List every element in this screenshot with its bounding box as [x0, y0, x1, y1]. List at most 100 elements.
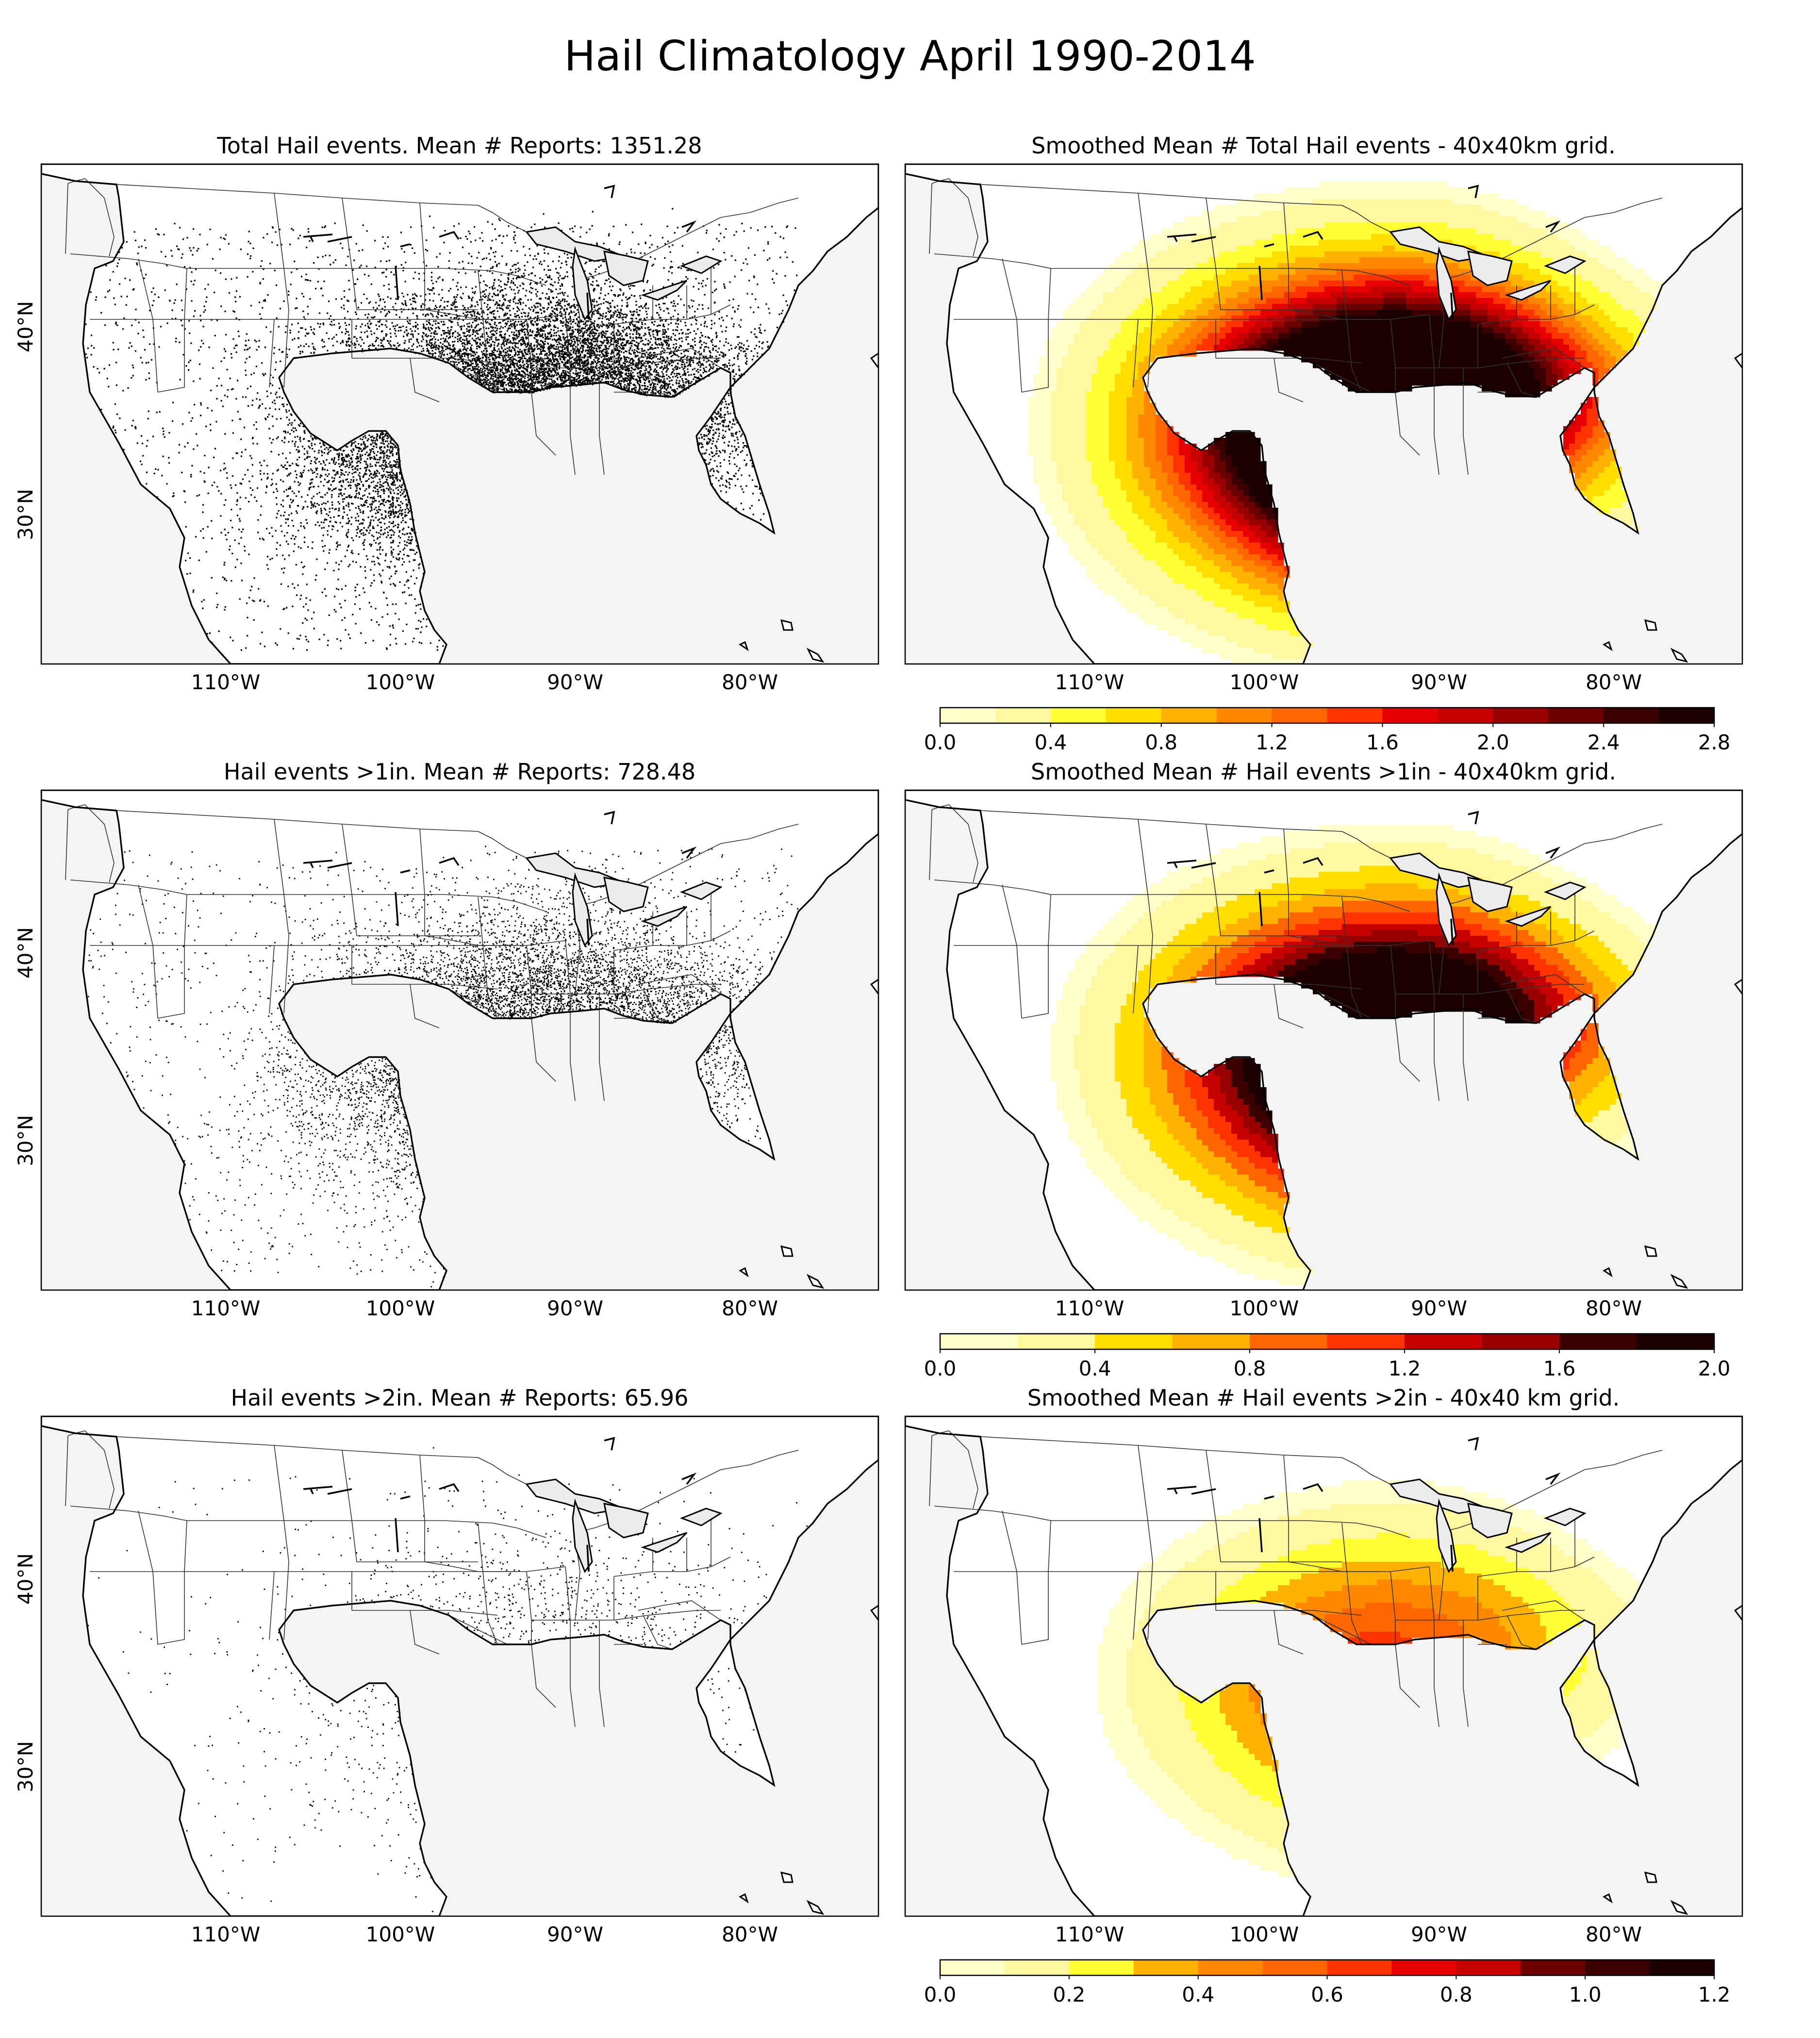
hail-report-dot — [656, 325, 658, 327]
hail-report-dot — [212, 367, 214, 369]
hail-report-dot — [376, 444, 378, 446]
hail-report-dot — [615, 383, 617, 385]
hail-report-dot — [530, 298, 532, 301]
hail-report-dot — [389, 344, 391, 346]
hail-report-dot — [514, 293, 516, 295]
hail-report-dot — [489, 387, 491, 389]
hail-report-dot — [645, 302, 647, 304]
hail-report-dot — [474, 352, 476, 354]
hail-report-dot — [310, 507, 312, 509]
hail-report-dot — [558, 272, 560, 274]
hail-report-dot — [714, 360, 716, 362]
hail-report-dot — [662, 343, 664, 345]
hail-report-dot — [494, 354, 496, 356]
hail-report-dot — [726, 365, 728, 367]
hail-report-dot — [481, 354, 484, 356]
hail-report-dot — [629, 384, 630, 386]
hail-report-dot — [385, 333, 387, 335]
hail-report-dot — [688, 385, 690, 387]
hail-report-dot — [355, 243, 357, 245]
hail-report-dot — [282, 403, 284, 405]
hail-report-dot — [609, 365, 611, 367]
hail-report-dot — [588, 363, 590, 365]
hail-report-dot — [460, 296, 462, 298]
hail-report-dot — [759, 488, 761, 490]
hail-report-dot — [589, 272, 591, 274]
hail-report-dot — [573, 303, 575, 306]
hail-report-dot — [634, 385, 636, 387]
hail-report-dot — [647, 385, 649, 388]
hail-report-dot — [645, 380, 646, 381]
hail-report-dot — [592, 276, 594, 278]
hail-report-dot — [260, 473, 262, 475]
hail-report-dot — [341, 298, 343, 300]
hail-report-dot — [568, 327, 570, 329]
hail-report-dot — [583, 342, 585, 344]
hail-report-dot — [341, 458, 343, 460]
hail-report-dot — [661, 319, 663, 321]
hail-report-dot — [276, 397, 278, 398]
hail-report-dot — [381, 580, 382, 582]
hail-report-dot — [728, 403, 729, 405]
hail-report-dot — [303, 448, 305, 450]
hail-report-dot — [710, 356, 711, 358]
hail-report-dot — [275, 284, 278, 286]
hail-report-dot — [599, 317, 601, 319]
hail-report-dot — [688, 374, 690, 376]
hail-report-dot — [278, 510, 280, 512]
hail-report-dot — [444, 230, 446, 232]
hail-report-dot — [666, 374, 668, 376]
hail-report-dot — [473, 226, 476, 228]
hail-report-dot — [511, 369, 513, 372]
hail-report-dot — [536, 335, 538, 337]
hail-report-dot — [428, 335, 430, 337]
hail-report-dot — [716, 360, 718, 362]
hail-report-dot — [637, 327, 639, 329]
hail-report-dot — [677, 330, 678, 331]
hail-report-dot — [286, 532, 288, 534]
hail-report-dot — [469, 334, 471, 336]
hail-report-dot — [435, 333, 437, 335]
hail-report-dot — [345, 446, 347, 447]
hail-report-dot — [686, 357, 688, 359]
hail-report-dot — [617, 296, 619, 298]
hail-report-dot — [563, 308, 565, 310]
hail-report-dot — [300, 276, 303, 278]
hail-report-dot — [348, 345, 350, 347]
hail-report-dot — [637, 390, 639, 392]
hail-report-dot — [503, 379, 505, 381]
hail-report-dot — [470, 353, 472, 355]
hail-report-dot — [626, 381, 628, 382]
hail-report-dot — [378, 506, 380, 508]
hail-report-dot — [333, 596, 336, 597]
hail-report-dot — [305, 519, 307, 521]
hail-report-dot — [452, 341, 454, 343]
hail-report-dot — [280, 504, 282, 506]
hail-report-dot — [659, 358, 661, 360]
hail-report-dot — [366, 330, 368, 332]
hail-report-dot — [474, 311, 476, 313]
hail-report-dot — [259, 282, 261, 284]
hail-report-dot — [741, 474, 743, 476]
hail-report-dot — [590, 342, 592, 344]
hail-report-dot — [491, 354, 493, 356]
hail-report-dot — [532, 309, 535, 311]
hail-report-dot — [437, 339, 439, 341]
hail-report-dot — [496, 350, 498, 352]
hail-report-dot — [576, 304, 578, 306]
hail-report-dot — [398, 326, 400, 328]
hail-report-dot — [383, 453, 385, 455]
hail-report-dot — [695, 376, 696, 379]
hail-report-dot — [388, 458, 390, 460]
hail-report-dot — [515, 268, 517, 270]
hail-report-dot — [662, 333, 663, 335]
hail-report-dot — [610, 381, 612, 383]
hail-report-dot — [620, 351, 622, 353]
hail-report-dot — [407, 332, 409, 334]
hail-report-dot — [387, 446, 389, 448]
hail-report-dot — [669, 362, 671, 364]
hail-report-dot — [527, 370, 529, 373]
hail-report-dot — [350, 551, 352, 553]
hail-report-dot — [471, 263, 473, 265]
hail-report-dot — [417, 604, 419, 606]
